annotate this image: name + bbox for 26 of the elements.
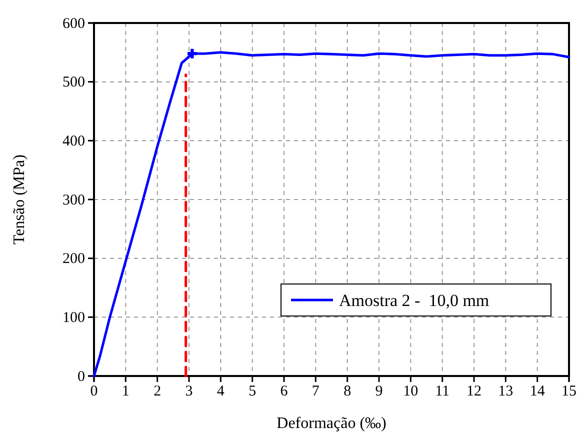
y-tick-label: 0 [78,368,85,385]
x-tick-label: 7 [312,384,320,400]
x-tick-label: 15 [562,384,576,400]
x-tick-label: 0 [90,384,98,400]
y-tick-label: 500 [62,74,85,91]
x-tick-label: 13 [498,384,514,400]
y-axis-title: Tensão (MPa) [11,154,28,244]
x-tick-label: 11 [435,384,450,400]
y-tick-label: 200 [62,251,85,268]
x-tick-label: 5 [248,384,256,400]
y-tick-label: 300 [62,192,85,208]
y-tick-label: 100 [62,310,85,326]
y-tick-label: 400 [62,133,85,150]
x-tick-label: 1 [122,384,130,400]
legend-label: Amostra 2 - 10,0 mm [339,291,490,310]
x-tick-label: 3 [185,384,193,400]
x-axis-title: Deformação (‰) [276,415,386,432]
x-tick-label: 14 [530,384,546,400]
x-tick-label: 2 [154,384,162,400]
x-tick-label: 9 [375,384,383,400]
x-tick-label: 4 [216,384,225,400]
x-tick-label: 8 [344,384,352,400]
x-tick-label: 10 [403,384,418,400]
x-tick-label: 12 [466,384,482,400]
x-tick-label: 6 [280,384,288,400]
y-tick-label: 600 [62,16,85,32]
